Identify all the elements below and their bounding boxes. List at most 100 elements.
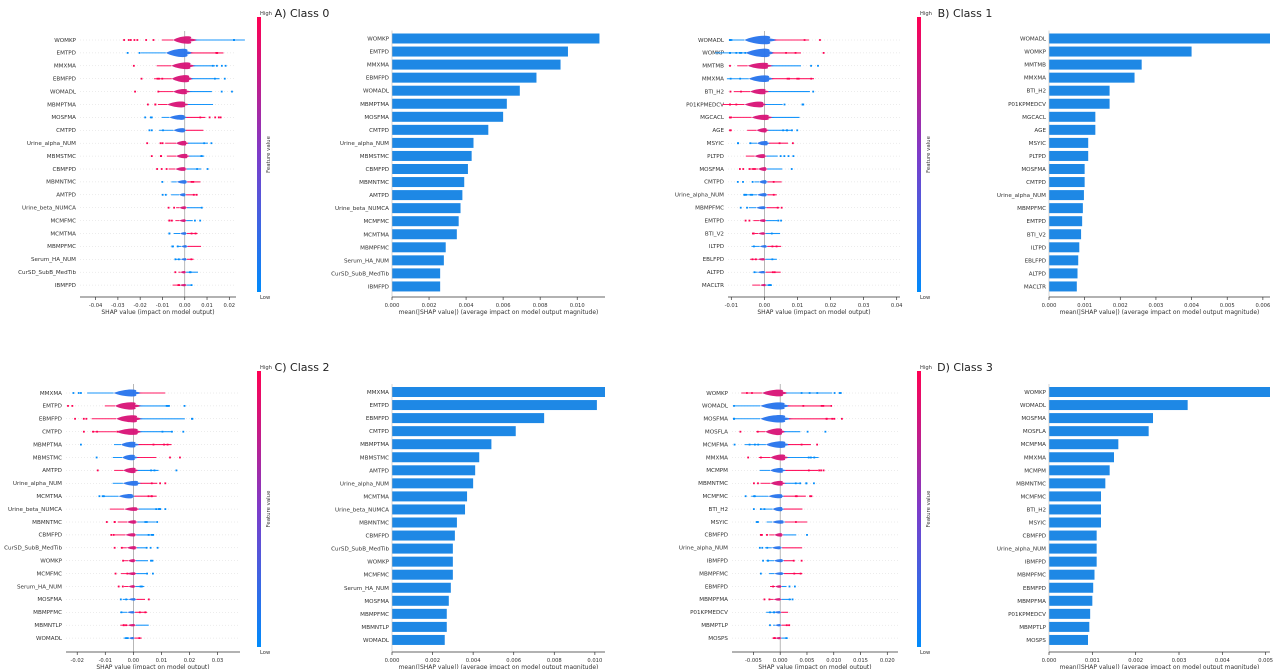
shap-point	[140, 77, 143, 80]
bar-category-label: EMTPD	[1027, 219, 1046, 225]
feature-label: MOSFMA	[37, 597, 62, 603]
shap-point	[149, 116, 152, 119]
shap-point	[194, 219, 196, 222]
shap-point	[733, 443, 736, 446]
feature-label: MOSFMA	[703, 417, 728, 423]
shap-point	[795, 495, 798, 498]
shap-point	[737, 142, 739, 145]
bar	[392, 268, 441, 279]
colorbar	[917, 17, 921, 292]
feature-label: PLTPD	[707, 154, 724, 160]
bar	[392, 111, 504, 122]
shap-point	[208, 116, 211, 119]
bar-category-label: MACLTR	[1024, 284, 1046, 290]
shap-point	[156, 168, 159, 170]
violin-blob	[754, 154, 769, 159]
bar	[392, 530, 455, 541]
bar-category-label: Serum_HA_NUM	[344, 258, 389, 264]
violin-blob	[751, 114, 775, 121]
shap-point	[159, 482, 162, 485]
shap-point	[733, 405, 735, 407]
beeswarm-x-tick-label: 0.00	[759, 303, 771, 309]
violin-blob	[756, 206, 769, 210]
violin-blob	[176, 180, 189, 184]
shap-point	[819, 39, 821, 41]
shap-point	[742, 168, 745, 170]
shap-point	[729, 90, 732, 93]
shap-point	[754, 258, 757, 261]
shap-point	[758, 546, 761, 549]
shap-point	[816, 443, 819, 446]
bar	[1049, 137, 1089, 148]
bar-category-label: MMXMA	[1024, 455, 1046, 461]
feature-label: EBMFPD	[39, 417, 62, 423]
feature-label: Urine_alpha_NUM	[27, 141, 76, 147]
bar-category-label: MCMFMC	[1020, 494, 1046, 500]
bar-category-label: WOMADL	[1020, 37, 1047, 43]
shap-point	[150, 155, 153, 157]
violin-blob	[123, 467, 141, 474]
shap-point	[806, 534, 808, 536]
bar-x-tick-label: 0.002	[422, 303, 437, 309]
shap-point	[776, 206, 779, 209]
bar-x-tick-label: 0.003	[1149, 303, 1164, 309]
feature-label: CMTPD	[42, 430, 62, 436]
violin-blob	[173, 36, 201, 44]
shap-point	[805, 482, 808, 485]
bar-category-label: MMXMA	[1024, 76, 1046, 82]
violin-blob	[127, 624, 137, 627]
shap-point	[730, 39, 733, 41]
shap-point	[169, 456, 171, 459]
bar-category-label: WOMKP	[1024, 50, 1046, 56]
violin-blob	[768, 494, 786, 499]
shap-point	[753, 495, 756, 498]
shap-point	[769, 624, 771, 627]
bar	[392, 85, 520, 96]
shap-point	[751, 258, 754, 261]
shap-point	[773, 271, 776, 274]
shap-point	[761, 546, 764, 549]
bar-x-tick-label: 0.001	[1077, 303, 1092, 309]
shap-point	[751, 232, 754, 235]
shap-point	[788, 624, 791, 627]
feature-label: EMTPD	[57, 51, 76, 57]
shap-point	[145, 39, 148, 41]
shap-point	[839, 392, 842, 394]
bar	[392, 543, 453, 554]
shap-point	[791, 142, 794, 145]
shap-point	[800, 559, 803, 562]
bar	[1049, 595, 1093, 606]
violin-blob	[179, 193, 188, 197]
shap-point	[112, 534, 115, 536]
shap-point	[799, 572, 802, 575]
shap-point	[150, 469, 152, 472]
feature-label: MMXMA	[54, 64, 76, 70]
feature-label: BTI_V2	[705, 231, 724, 237]
bar-x-tick-label: 0.005	[1220, 303, 1235, 309]
shap-point	[762, 559, 764, 562]
shap-point	[196, 168, 199, 170]
shap-point	[168, 219, 171, 222]
shap-point	[160, 155, 163, 157]
feature-label: MSYIC	[707, 141, 724, 147]
bar-category-label: MBMSTMC	[360, 154, 389, 160]
shap-point	[151, 495, 153, 498]
bar	[392, 504, 466, 515]
shap-point	[772, 193, 775, 196]
shap-point	[807, 456, 810, 459]
bar	[392, 582, 451, 593]
shap-point	[146, 572, 148, 575]
shap-point	[177, 258, 180, 261]
violin-blob	[179, 206, 189, 210]
shap-point	[179, 456, 181, 459]
violin-blob	[770, 468, 789, 473]
violin-blob	[171, 75, 195, 83]
shap-point	[800, 443, 803, 446]
beeswarm-x-tick-label: 0.00	[128, 658, 140, 664]
shap-point	[756, 430, 759, 433]
shap-point	[231, 90, 233, 93]
bar	[392, 242, 446, 253]
bar-category-label: MSYIC	[1029, 521, 1046, 527]
violin-blob	[125, 533, 138, 537]
violin-blob	[165, 48, 195, 58]
